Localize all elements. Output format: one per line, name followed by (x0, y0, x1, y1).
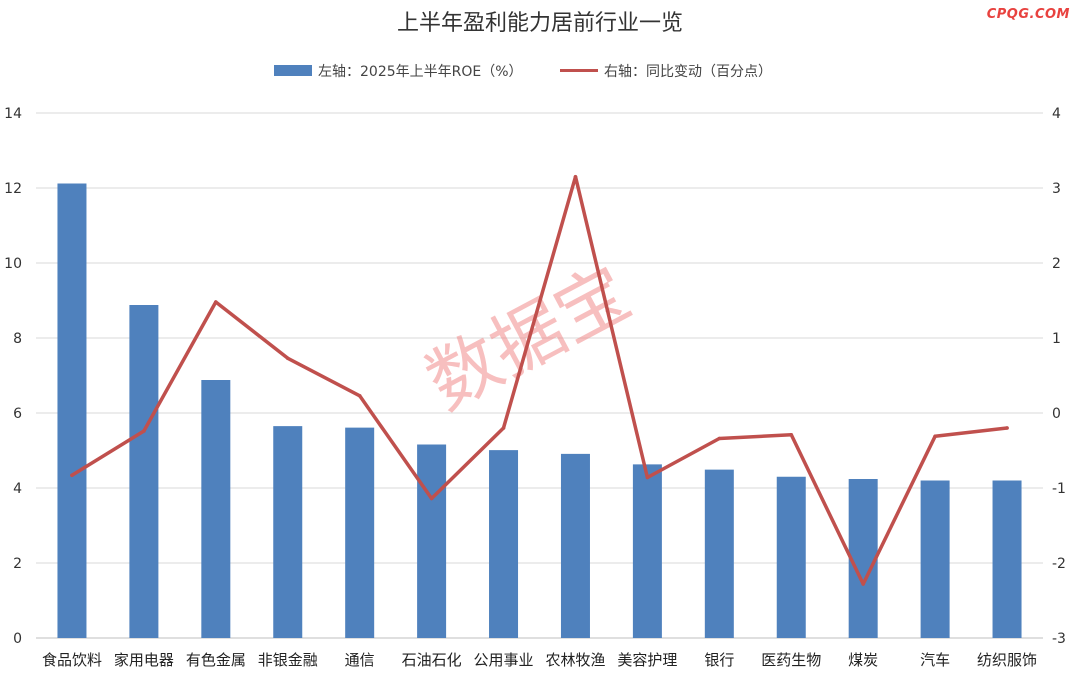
left-tick-label: 8 (13, 331, 22, 347)
bar (345, 427, 375, 638)
category-label: 煤炭 (848, 651, 878, 669)
line-point (861, 582, 865, 586)
category-label: 通信 (345, 651, 375, 669)
bar (273, 426, 303, 638)
line-point (717, 436, 722, 441)
line-series (70, 174, 1009, 586)
line-point (645, 475, 650, 480)
category-label: 农林牧渔 (545, 651, 605, 669)
left-tick-label: 12 (4, 181, 22, 197)
right-tick-label: -1 (1052, 481, 1066, 497)
category-label: 医药生物 (761, 651, 821, 669)
bar (560, 453, 590, 638)
bar (848, 479, 878, 638)
legend-line-label: 右轴：同比变动（百分点） (604, 64, 772, 80)
category-label: 石油石化 (402, 651, 462, 669)
right-tick-label: 4 (1052, 106, 1061, 122)
category-label: 美容护理 (617, 651, 677, 669)
right-tick-label: -2 (1052, 556, 1066, 572)
left-axis-ticks: 0 2 4 6 8 10 12 14 (4, 106, 22, 647)
bar (632, 464, 662, 638)
legend-bar-label: 左轴：2025年上半年ROE（%） (318, 64, 523, 80)
line-point (573, 174, 578, 179)
line-point (429, 496, 434, 501)
category-label: 非银金融 (258, 651, 318, 669)
legend: 左轴：2025年上半年ROE（%） 右轴：同比变动（百分点） (274, 64, 772, 80)
category-label: 银行 (704, 651, 734, 669)
left-tick-label: 6 (13, 406, 22, 422)
right-axis-ticks: -3 -2 -1 0 1 2 3 4 (1052, 106, 1066, 647)
bar (201, 380, 231, 638)
bar (920, 480, 950, 638)
line-point (933, 434, 937, 439)
chart-title: 上半年盈利能力居前行业一览 (397, 11, 683, 36)
line-point (1005, 426, 1009, 430)
line-point (501, 426, 506, 430)
right-tick-label: 3 (1052, 181, 1061, 197)
bar (57, 183, 87, 638)
line-point (70, 473, 74, 478)
right-tick-label: -3 (1052, 631, 1066, 647)
line-point (142, 429, 146, 433)
right-tick-label: 2 (1052, 256, 1061, 272)
bar-series (57, 183, 1022, 638)
bar (992, 480, 1022, 638)
category-label: 公用事业 (474, 651, 534, 669)
brand-logo: CPQG.COM (987, 7, 1070, 22)
category-label: 有色金属 (186, 651, 246, 669)
bar (489, 450, 519, 638)
right-tick-label: 0 (1052, 406, 1061, 422)
left-tick-label: 2 (13, 556, 22, 572)
bar (417, 444, 447, 638)
category-label: 汽车 (920, 651, 950, 669)
line-point (357, 393, 362, 398)
bar (776, 476, 806, 638)
category-labels: 食品饮料 家用电器 有色金属 非银金融 通信 石油石化 公用事业 农林牧渔 美容护理 银行 医药生物… (42, 651, 1037, 669)
line-point (789, 432, 794, 437)
left-tick-label: 0 (13, 631, 22, 647)
line-point (214, 300, 218, 304)
bar (704, 469, 734, 638)
legend-bar-swatch (274, 65, 312, 76)
right-tick-label: 1 (1052, 331, 1061, 347)
line-point (285, 356, 290, 361)
left-tick-label: 14 (4, 106, 22, 122)
left-tick-label: 4 (13, 481, 22, 497)
left-tick-label: 10 (4, 256, 22, 272)
category-label: 家用电器 (114, 651, 174, 669)
category-label: 食品饮料 (42, 651, 102, 669)
category-label: 纺织服饰 (977, 651, 1037, 669)
line-path (70, 174, 1009, 586)
bar (129, 305, 159, 638)
